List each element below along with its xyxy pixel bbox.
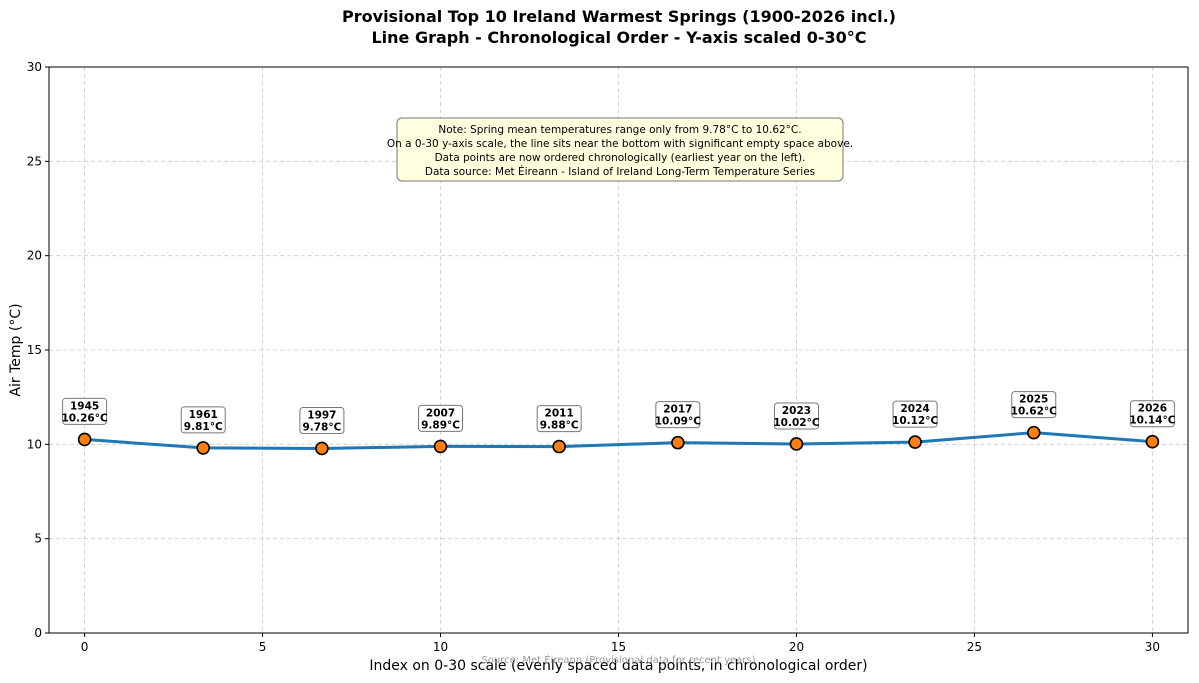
data-point bbox=[671, 435, 685, 450]
series-line bbox=[84, 431, 1153, 450]
data-label-value: 10.02°C bbox=[773, 417, 819, 429]
x-tick-label: 25 bbox=[967, 640, 982, 654]
data-label-year: 1997 bbox=[307, 409, 336, 421]
note-line: Note: Spring mean temperatures range onl… bbox=[438, 124, 801, 136]
data-label-year: 2011 bbox=[545, 408, 574, 420]
data-points bbox=[77, 425, 1160, 456]
data-point bbox=[433, 439, 448, 454]
chart-title-line: Provisional Top 10 Ireland Warmest Sprin… bbox=[342, 7, 896, 26]
data-label-year: 2026 bbox=[1138, 403, 1167, 415]
data-point bbox=[1145, 434, 1160, 449]
y-tick-label: 30 bbox=[27, 60, 42, 74]
y-tick-label: 10 bbox=[27, 437, 42, 451]
y-axis-label: Air Temp (°C) bbox=[8, 303, 24, 396]
data-label-box bbox=[1129, 400, 1175, 428]
data-label-value: 9.78°C bbox=[302, 421, 341, 433]
data-label-value: 9.81°C bbox=[184, 421, 223, 433]
data-label-year: 1945 bbox=[70, 400, 99, 412]
source-text: Source: Met Éireann (Provisional data fo… bbox=[481, 653, 755, 666]
data-label-year: 2023 bbox=[782, 405, 811, 417]
note-box: Note: Spring mean temperatures range onl… bbox=[387, 117, 853, 182]
x-axis-ticks: 0 5 10 15 20 25 30 bbox=[81, 633, 1160, 654]
x-tick-label: 30 bbox=[1145, 640, 1160, 654]
note-line: On a 0-30 y-axis scale, the line sits ne… bbox=[387, 138, 853, 150]
data-label-value: 9.89°C bbox=[421, 419, 460, 431]
data-label-year: 2025 bbox=[1019, 394, 1048, 406]
x-axis-label: Index on 0-30 scale (evenly spaced data … bbox=[369, 658, 867, 674]
data-label-box bbox=[418, 404, 464, 432]
data-point bbox=[77, 432, 92, 447]
x-tick-label: 10 bbox=[433, 640, 448, 654]
y-tick-label: 20 bbox=[27, 249, 42, 263]
y-tick-label: 0 bbox=[34, 626, 42, 640]
data-label-value: 9.88°C bbox=[540, 420, 579, 432]
data-label-box bbox=[299, 406, 345, 434]
data-label-year: 2024 bbox=[900, 403, 929, 415]
data-point bbox=[196, 441, 211, 455]
x-tick-label: 5 bbox=[259, 640, 267, 654]
x-tick-label: 15 bbox=[611, 640, 626, 654]
note-line: Data points are now ordered chronologica… bbox=[435, 152, 806, 164]
x-tick-label: 20 bbox=[789, 640, 804, 654]
chart-title: Provisional Top 10 Ireland Warmest Sprin… bbox=[342, 7, 896, 47]
data-label-value: 10.09°C bbox=[655, 416, 701, 428]
y-tick-label: 25 bbox=[27, 154, 42, 168]
data-label-value: 10.62°C bbox=[1011, 406, 1057, 418]
data-label-year: 2017 bbox=[663, 404, 692, 416]
data-label-box bbox=[180, 406, 226, 434]
data-label-year: 2007 bbox=[426, 407, 455, 419]
data-point bbox=[315, 441, 329, 456]
chart-title-line: Line Graph - Chronological Order - Y-axi… bbox=[371, 28, 866, 47]
data-point bbox=[789, 437, 804, 451]
data-label-box bbox=[773, 402, 819, 430]
data-point bbox=[552, 439, 566, 454]
note-line: Data source: Met Éireann - Island of Ire… bbox=[425, 165, 815, 178]
data-label-box bbox=[1011, 391, 1057, 419]
data-label-year: 1961 bbox=[189, 409, 218, 421]
x-tick-label: 0 bbox=[81, 640, 89, 654]
y-tick-label: 5 bbox=[34, 532, 42, 546]
data-point bbox=[908, 435, 922, 449]
data-label-value: 10.12°C bbox=[892, 415, 938, 427]
data-label-value: 10.14°C bbox=[1129, 415, 1175, 427]
data-label-box bbox=[655, 401, 701, 429]
note-box-background bbox=[396, 117, 844, 182]
data-label-value: 10.26°C bbox=[62, 412, 108, 424]
data-point bbox=[1026, 425, 1041, 440]
y-tick-label: 15 bbox=[27, 343, 42, 357]
data-label-box bbox=[536, 405, 582, 433]
y-axis-ticks: 0 5 10 15 20 25 30 bbox=[27, 60, 49, 640]
data-label-box bbox=[62, 397, 108, 425]
data-label-box bbox=[892, 400, 938, 428]
